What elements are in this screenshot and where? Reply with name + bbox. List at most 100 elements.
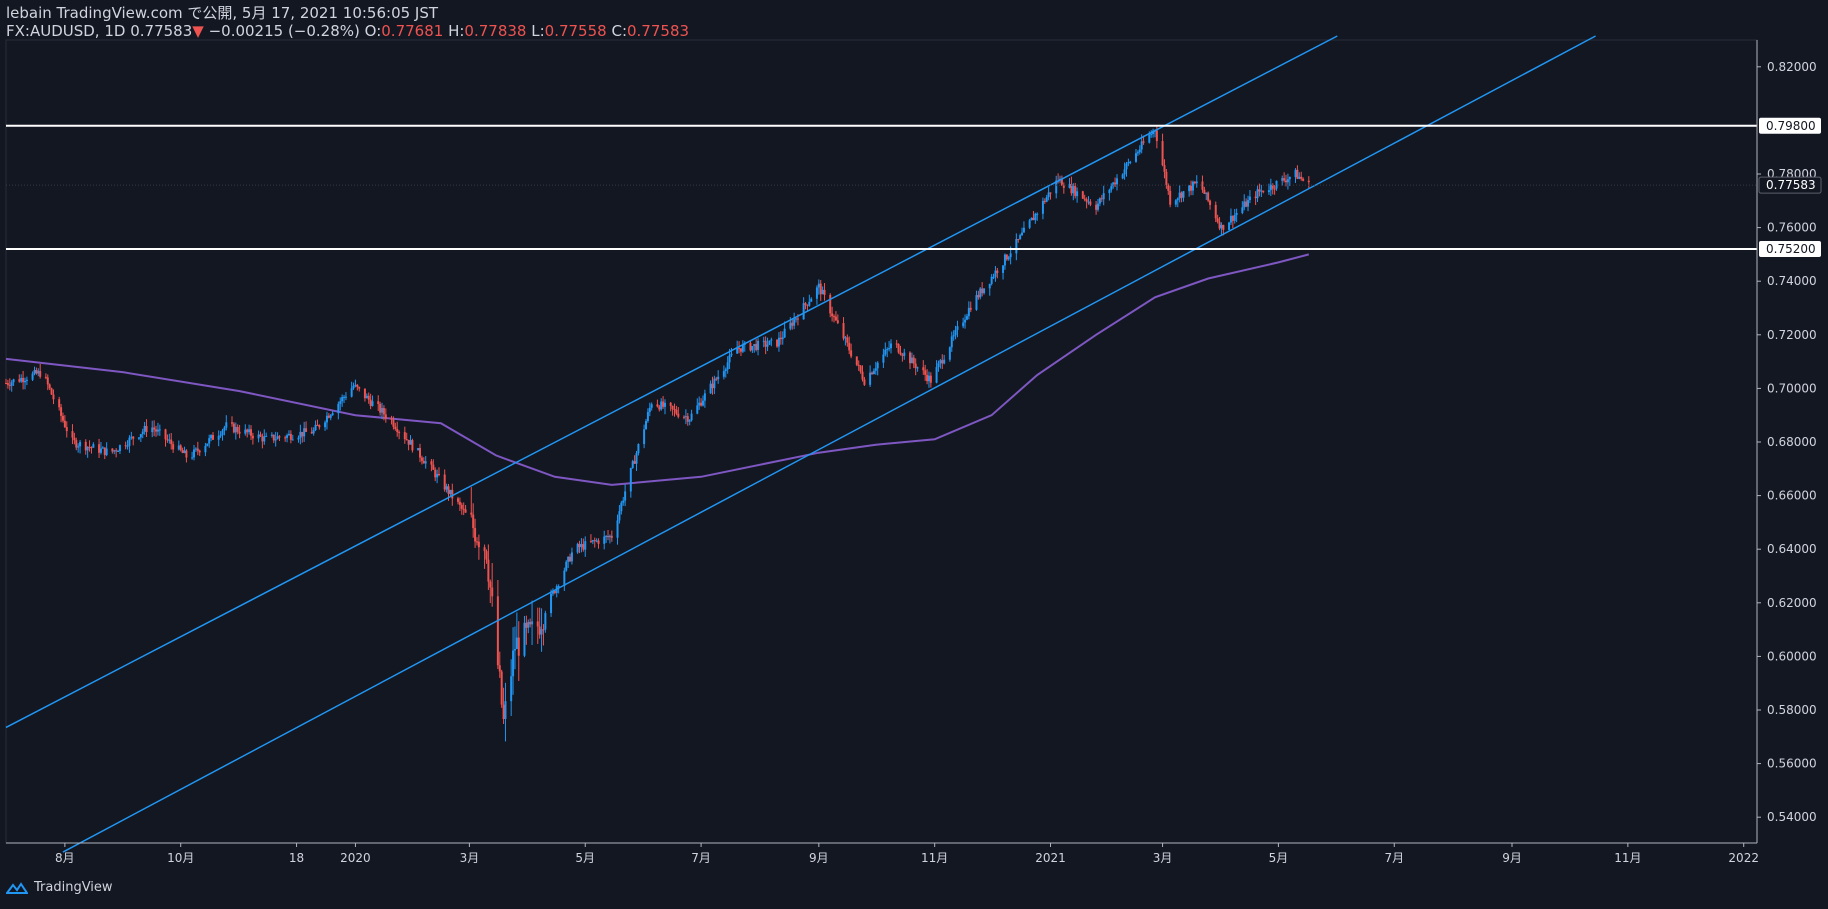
candle-body bbox=[990, 276, 993, 284]
candle-body bbox=[470, 512, 473, 515]
candle-body bbox=[810, 298, 813, 302]
candle-body bbox=[1294, 169, 1297, 178]
candle-body bbox=[234, 427, 237, 433]
candle-body bbox=[60, 407, 63, 416]
candle-body bbox=[924, 370, 927, 375]
x-tick-label: 5月 bbox=[575, 851, 595, 865]
candle-body bbox=[1134, 153, 1137, 162]
x-tick-label: 8月 bbox=[55, 851, 75, 865]
candle-body bbox=[901, 354, 904, 356]
candle-body bbox=[871, 372, 874, 375]
candle-body bbox=[717, 376, 720, 380]
candle-body bbox=[808, 301, 811, 306]
candle-body bbox=[762, 340, 765, 342]
candle-body bbox=[527, 621, 530, 628]
candle-body bbox=[753, 344, 756, 347]
candle-body bbox=[1138, 149, 1141, 153]
candle-body bbox=[354, 384, 357, 386]
candle-body bbox=[289, 433, 292, 440]
candle-body bbox=[105, 448, 108, 456]
candle-body bbox=[417, 448, 420, 451]
candle-body bbox=[137, 437, 140, 439]
candle-body bbox=[764, 340, 767, 347]
candle-body bbox=[1245, 201, 1248, 207]
candle-body bbox=[118, 445, 121, 452]
last-price-tag-label: 0.77583 bbox=[1766, 178, 1816, 192]
candle-body bbox=[779, 337, 782, 340]
candle-body bbox=[610, 535, 613, 538]
candle-body bbox=[263, 436, 266, 442]
candle-body bbox=[624, 491, 627, 501]
candle-body bbox=[1036, 213, 1039, 215]
ohlc-bar: FX:AUDUSD, 1D 0.77583▼ −0.00215 (−0.28%)… bbox=[6, 22, 689, 40]
candle-body bbox=[673, 409, 676, 411]
candle-body bbox=[593, 540, 596, 542]
candle-body bbox=[327, 415, 330, 418]
candle-body bbox=[139, 434, 142, 438]
symbol-label[interactable]: FX:AUDUSD, 1D bbox=[6, 22, 126, 40]
candle-body bbox=[409, 440, 412, 445]
candle-body bbox=[895, 343, 898, 345]
candle-body bbox=[874, 368, 877, 371]
candle-body bbox=[329, 415, 332, 418]
y-tick-label: 0.66000 bbox=[1767, 489, 1817, 503]
candle-body bbox=[988, 283, 991, 289]
candle-body bbox=[650, 404, 653, 408]
candle-body bbox=[981, 288, 984, 294]
candle-body bbox=[272, 434, 275, 441]
candle-body bbox=[196, 448, 199, 451]
candle-body bbox=[1269, 184, 1272, 191]
candle-body bbox=[1228, 222, 1231, 230]
candle-body bbox=[836, 320, 839, 324]
candle-body bbox=[688, 420, 691, 422]
candle-body bbox=[128, 437, 131, 446]
candle-body bbox=[1068, 184, 1071, 188]
candle-body bbox=[113, 450, 116, 452]
candle-body bbox=[948, 347, 951, 360]
candle-body bbox=[777, 337, 780, 347]
candle-body bbox=[1267, 190, 1270, 193]
candle-body bbox=[591, 540, 594, 542]
channel-line-1 bbox=[5, 35, 1338, 729]
candle-body bbox=[1271, 184, 1274, 189]
x-tick-label: 2022 bbox=[1728, 851, 1759, 865]
x-tick-label: 3月 bbox=[460, 851, 480, 865]
moving-average-line bbox=[5, 253, 1310, 486]
candle-body bbox=[751, 346, 754, 351]
candle-body bbox=[517, 637, 520, 656]
candle-body bbox=[75, 440, 78, 448]
candle-body bbox=[648, 407, 651, 413]
candle-body bbox=[18, 379, 21, 382]
brand-footer[interactable]: TradingView bbox=[6, 880, 113, 895]
candle-body bbox=[1089, 201, 1092, 205]
candle-body bbox=[1254, 196, 1257, 199]
candle-body bbox=[33, 370, 36, 374]
candle-body bbox=[967, 307, 970, 317]
candle-body bbox=[1070, 184, 1073, 194]
candle-body bbox=[872, 370, 875, 375]
candle-body bbox=[1140, 141, 1143, 150]
candle-body bbox=[460, 504, 463, 509]
candle-body bbox=[432, 464, 435, 470]
candle-body bbox=[363, 388, 366, 399]
candle-body bbox=[1060, 178, 1063, 186]
candle-body bbox=[605, 536, 608, 538]
candle-body bbox=[206, 443, 209, 446]
candle-body bbox=[337, 403, 340, 414]
candle-body bbox=[1209, 200, 1212, 205]
candle-body bbox=[1017, 238, 1020, 240]
candle-body bbox=[449, 489, 452, 494]
candle-body bbox=[1229, 215, 1232, 223]
candle-body bbox=[637, 444, 640, 454]
candle-body bbox=[607, 536, 610, 538]
candle-body bbox=[301, 431, 304, 437]
candle-body bbox=[367, 395, 370, 400]
candle-body bbox=[859, 365, 862, 372]
candle-body bbox=[882, 354, 885, 363]
candle-body bbox=[580, 544, 583, 548]
candle-body bbox=[90, 447, 93, 449]
candle-body bbox=[1222, 224, 1225, 230]
candle-body bbox=[728, 355, 731, 363]
candle-body bbox=[379, 403, 382, 413]
